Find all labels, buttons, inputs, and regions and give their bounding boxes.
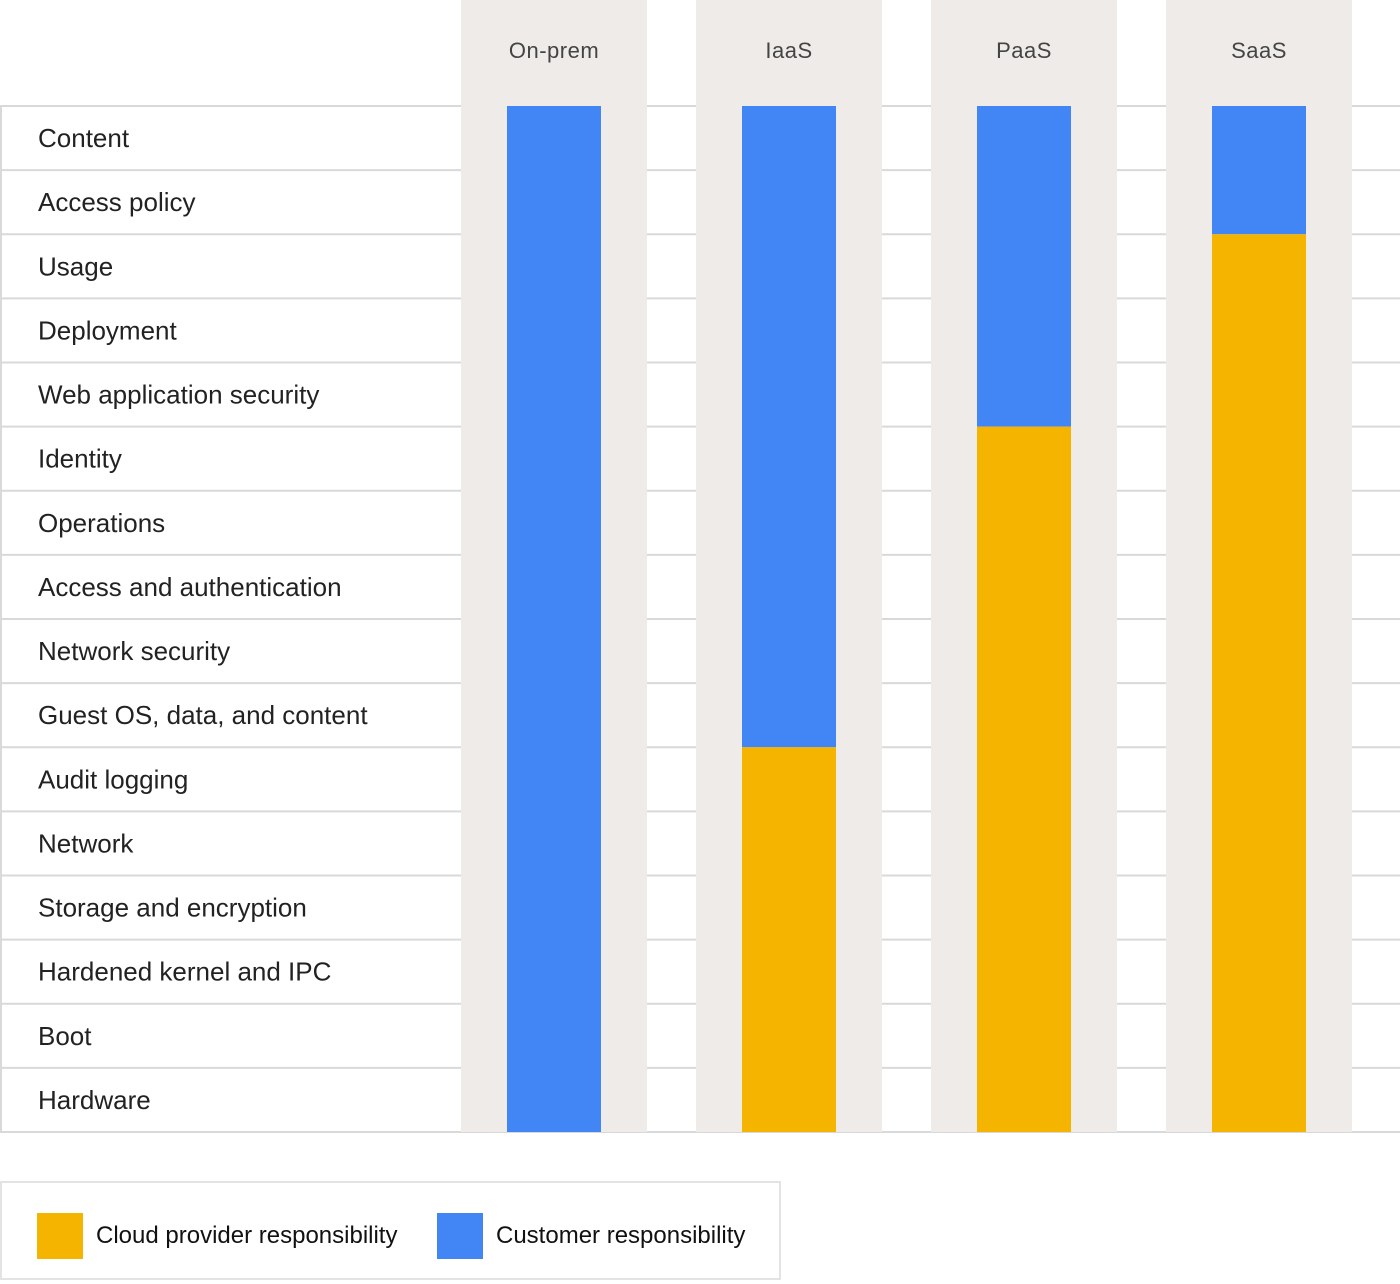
provider-bar-segment bbox=[1212, 234, 1306, 1132]
layer-label: Network bbox=[38, 828, 134, 858]
layer-label: Storage and encryption bbox=[38, 893, 307, 923]
layer-label: Usage bbox=[38, 251, 113, 281]
legend-item-provider: Cloud provider responsibility bbox=[37, 1213, 397, 1259]
provider-bar-segment bbox=[977, 426, 1071, 1132]
shared-responsibility-chart: Content Access policy Usage Deployment Web a… bbox=[0, 0, 1400, 1133]
layer-label: Deployment bbox=[38, 315, 178, 345]
layer-label: Boot bbox=[38, 1021, 92, 1051]
layer-label: Hardened kernel and IPC bbox=[38, 957, 331, 987]
legend-swatch-provider bbox=[37, 1213, 83, 1259]
customer-bar-segment bbox=[507, 106, 601, 1132]
column-header: PaaS bbox=[996, 38, 1052, 63]
layer-label: Guest OS, data, and content bbox=[38, 700, 368, 730]
legend-swatch-customer bbox=[437, 1213, 483, 1259]
layer-label: Identity bbox=[38, 444, 122, 474]
column-header: SaaS bbox=[1231, 38, 1287, 63]
provider-bar-segment bbox=[742, 747, 836, 1132]
legend-label-provider: Cloud provider responsibility bbox=[96, 1222, 398, 1249]
legend-item-customer: Customer responsibility bbox=[437, 1213, 745, 1259]
column-header: IaaS bbox=[765, 38, 812, 63]
customer-bar-segment bbox=[742, 106, 836, 748]
column-header: On-prem bbox=[509, 38, 599, 63]
layer-label: Access and authentication bbox=[38, 572, 342, 602]
layer-label: Audit logging bbox=[38, 764, 188, 794]
legend: Cloud provider responsibility Customer r… bbox=[0, 1181, 781, 1280]
customer-bar-segment bbox=[1212, 106, 1306, 235]
customer-bar-segment bbox=[977, 106, 1071, 427]
legend-label-customer: Customer responsibility bbox=[496, 1222, 746, 1249]
layer-label: Operations bbox=[38, 508, 165, 538]
layer-label: Access policy bbox=[38, 187, 196, 217]
layer-label: Content bbox=[38, 123, 130, 153]
layer-label: Web application security bbox=[38, 380, 319, 410]
layer-label: Hardware bbox=[38, 1085, 151, 1115]
layer-label: Network security bbox=[38, 636, 230, 666]
